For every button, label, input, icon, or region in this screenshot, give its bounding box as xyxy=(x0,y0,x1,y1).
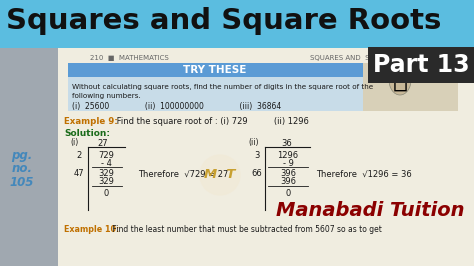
Text: Therefore  √729 = 27: Therefore √729 = 27 xyxy=(138,169,228,178)
Text: 27: 27 xyxy=(98,139,109,148)
FancyBboxPatch shape xyxy=(363,63,458,111)
Text: Part 13: Part 13 xyxy=(373,53,469,77)
FancyBboxPatch shape xyxy=(368,47,474,83)
Text: 0: 0 xyxy=(285,189,291,197)
FancyBboxPatch shape xyxy=(68,77,363,111)
Text: 396: 396 xyxy=(280,177,296,186)
Text: 2: 2 xyxy=(76,151,82,160)
Text: 729: 729 xyxy=(98,151,114,160)
FancyBboxPatch shape xyxy=(58,48,474,266)
Text: 47: 47 xyxy=(73,169,84,178)
Text: 👤: 👤 xyxy=(392,68,408,92)
Circle shape xyxy=(200,155,240,195)
Text: 396: 396 xyxy=(280,169,296,178)
Text: Find the square root of : (i) 729          (ii) 1296: Find the square root of : (i) 729 (ii) 1… xyxy=(114,118,309,127)
Text: Solution:: Solution: xyxy=(64,128,110,138)
Text: - 4: - 4 xyxy=(100,159,111,168)
Text: Example 9:: Example 9: xyxy=(64,118,118,127)
Text: pg.: pg. xyxy=(11,148,33,161)
Text: 329: 329 xyxy=(98,169,114,178)
Text: Without calculating square roots, find the number of digits in the square root o: Without calculating square roots, find t… xyxy=(72,84,373,90)
Text: 66: 66 xyxy=(252,169,263,178)
Text: M  T: M T xyxy=(204,168,236,181)
Text: following numbers.: following numbers. xyxy=(72,93,141,99)
Text: no.: no. xyxy=(11,163,33,176)
Text: 105: 105 xyxy=(10,177,34,189)
Text: Example 10:: Example 10: xyxy=(64,226,119,235)
FancyBboxPatch shape xyxy=(0,48,58,266)
FancyBboxPatch shape xyxy=(68,63,363,77)
Text: Therefore  √1296 = 36: Therefore √1296 = 36 xyxy=(316,169,412,178)
Text: Find the least number that must be subtracted from 5607 so as to get: Find the least number that must be subtr… xyxy=(110,226,382,235)
Text: (i): (i) xyxy=(70,139,78,148)
Text: 0: 0 xyxy=(103,189,109,197)
Ellipse shape xyxy=(389,65,411,95)
Text: - 9: - 9 xyxy=(283,159,293,168)
Text: (i)  25600               (ii)  100000000               (iii)  36864: (i) 25600 (ii) 100000000 (iii) 36864 xyxy=(72,102,281,110)
Text: 210  ■  MATHEMATICS: 210 ■ MATHEMATICS xyxy=(90,55,169,61)
Text: Manabadi Tuition: Manabadi Tuition xyxy=(276,201,464,219)
Text: SQUARES AND  SQUARE ROOTS: SQUARES AND SQUARE ROOTS xyxy=(310,55,420,61)
Text: 329: 329 xyxy=(98,177,114,186)
Text: 1296: 1296 xyxy=(277,151,299,160)
Text: Squares and Square Roots: Squares and Square Roots xyxy=(6,7,441,35)
Text: (ii): (ii) xyxy=(248,139,258,148)
Text: TRY THESE: TRY THESE xyxy=(183,65,246,75)
Text: 36: 36 xyxy=(282,139,292,148)
FancyBboxPatch shape xyxy=(0,0,474,48)
Text: 3: 3 xyxy=(255,151,260,160)
